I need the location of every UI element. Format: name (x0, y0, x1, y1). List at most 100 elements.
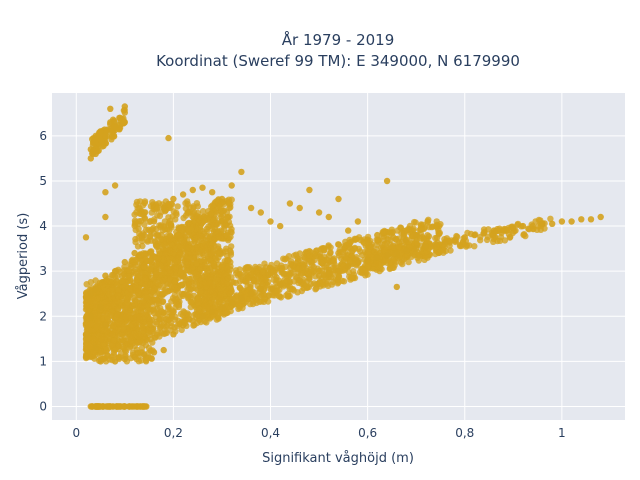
data-point (146, 327, 153, 335)
data-point (298, 270, 305, 277)
data-point (82, 331, 90, 338)
data-point (346, 236, 353, 244)
data-point (92, 403, 99, 410)
data-point (353, 235, 360, 243)
data-point (355, 245, 362, 253)
data-point (104, 316, 111, 323)
data-point (108, 136, 115, 143)
data-point (94, 318, 102, 325)
data-point (345, 227, 352, 234)
data-point (190, 204, 197, 212)
x-tick-label: 0,4 (261, 426, 280, 440)
data-point (284, 290, 292, 297)
data-point (339, 249, 347, 256)
data-point (286, 200, 294, 207)
data-point (425, 216, 432, 223)
data-point (315, 209, 323, 216)
data-point (158, 264, 165, 272)
data-point (432, 240, 439, 248)
data-point (159, 277, 166, 284)
data-point (141, 301, 148, 309)
data-point (87, 297, 94, 305)
data-point (422, 243, 430, 250)
data-point (160, 330, 168, 338)
data-point (102, 213, 109, 221)
data-point (496, 237, 504, 244)
data-point (209, 240, 217, 247)
data-point (182, 212, 190, 219)
data-point (166, 247, 173, 254)
data-point (176, 250, 183, 257)
data-point (268, 269, 275, 276)
data-point (121, 119, 128, 126)
data-point (244, 274, 251, 281)
data-point (165, 134, 172, 142)
data-point (558, 218, 566, 225)
data-point (277, 281, 284, 288)
data-point (111, 358, 119, 365)
data-point (226, 290, 234, 297)
data-point (225, 199, 232, 206)
data-point (102, 132, 109, 139)
data-point (160, 257, 168, 264)
data-point (227, 285, 234, 292)
data-point (132, 219, 139, 226)
data-point (397, 224, 405, 232)
data-point (481, 229, 488, 236)
data-point (111, 123, 119, 130)
data-point (417, 225, 425, 232)
data-point (216, 309, 223, 317)
data-point (92, 344, 99, 351)
data-point (209, 225, 216, 233)
data-point (146, 281, 154, 288)
data-point (87, 290, 95, 297)
data-point (442, 238, 449, 245)
data-point (318, 259, 326, 267)
data-point (490, 235, 497, 242)
data-point (150, 307, 158, 314)
data-point (380, 229, 387, 236)
x-tick-label: 0,2 (164, 426, 183, 440)
data-point (221, 222, 228, 229)
data-point (102, 189, 109, 196)
data-point (161, 218, 169, 225)
data-point (212, 298, 220, 305)
data-point (120, 326, 127, 333)
data-point (327, 244, 334, 251)
data-point (125, 267, 133, 274)
data-point (147, 249, 154, 256)
data-point (121, 258, 128, 266)
data-point (245, 264, 252, 272)
data-point (134, 273, 141, 280)
data-point (285, 253, 293, 260)
data-point (179, 191, 187, 198)
data-point (188, 275, 195, 282)
data-point (505, 231, 513, 238)
data-point (212, 255, 219, 262)
data-point (172, 265, 179, 272)
data-point (218, 195, 226, 203)
data-point (225, 269, 233, 276)
data-point (166, 241, 173, 249)
data-point (233, 269, 240, 277)
data-point (435, 229, 442, 237)
data-point (388, 230, 396, 237)
data-point (170, 331, 177, 338)
data-point (131, 249, 138, 257)
data-point (306, 252, 313, 260)
data-point (178, 226, 185, 234)
data-point (93, 323, 100, 330)
data-point (383, 177, 391, 185)
data-point (221, 308, 228, 316)
data-point (216, 203, 223, 210)
y-tick-label: 6 (39, 129, 47, 143)
data-point (451, 236, 459, 243)
data-point (145, 344, 153, 352)
data-point (135, 358, 142, 365)
data-point (177, 271, 184, 278)
data-point (335, 241, 342, 248)
data-point (114, 298, 121, 305)
data-point (166, 259, 173, 266)
data-point (220, 278, 227, 285)
data-point (148, 355, 155, 362)
